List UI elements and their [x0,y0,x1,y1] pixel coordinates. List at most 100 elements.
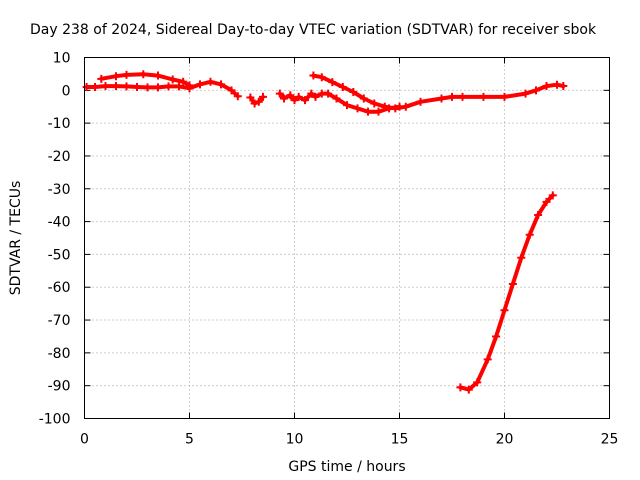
data-point [448,92,456,101]
data-point [259,92,267,101]
data-point [143,83,152,92]
data-point [328,78,337,87]
data-point [294,92,303,101]
y-tick-label: -30 [48,182,71,198]
data-point [456,383,465,392]
series-track-a [84,79,240,99]
data-point [280,94,288,103]
data-point [290,96,299,105]
plot-frame [84,57,610,419]
data-point [542,82,551,91]
chart-title: Day 238 of 2024, Sidereal Day-to-day VTE… [30,22,597,38]
y-tick-label: -90 [48,379,71,395]
data-point [548,191,557,200]
data-point [233,92,242,101]
data-point [112,72,120,81]
data-point [542,197,551,206]
data-point [250,99,259,108]
data-point [91,83,99,92]
data-point [349,87,358,96]
data-point [380,102,389,111]
y-tick-label: -60 [48,280,71,296]
data-point [416,97,425,106]
data-series [82,70,568,394]
data-point [139,70,148,79]
x-tick-label: 25 [601,432,619,448]
data-point [492,332,501,341]
data-point [374,107,383,116]
x-axis-label: GPS time / hours [288,459,405,475]
data-point [458,92,467,101]
data-point [164,82,173,91]
data-point [353,104,362,113]
data-point [154,71,162,80]
y-tick-label: -10 [48,116,71,132]
data-point [500,306,509,315]
x-tick-label: 5 [185,432,194,448]
data-point [286,91,295,100]
data-point [343,101,351,110]
data-point [391,104,400,113]
data-point [483,355,492,364]
x-tick-label: 10 [286,432,304,448]
y-axis-label: SDTVAR / TECUs [8,181,24,296]
data-point [154,83,162,92]
data-point [324,89,333,98]
data-point [275,89,284,98]
x-tick-label: 15 [391,432,409,448]
data-point [179,77,188,86]
y-tick-label: -40 [48,215,71,231]
data-point [309,71,318,80]
grid [84,57,610,419]
y-tick-label: -100 [39,412,71,428]
data-point [82,83,91,92]
data-point [525,230,534,239]
data-point [370,99,379,108]
data-point [500,92,509,101]
axis-ticks: 10 0 -10 -20 -30 -40 -50 -60 -70 -80 -90 -100 0 5 10 15… [39,51,619,448]
data-point [359,94,368,103]
data-point [185,81,194,90]
data-point [307,89,316,98]
data-point [301,96,309,105]
data-point [168,75,177,84]
data-point [122,82,131,91]
y-tick-label: 10 [53,51,71,67]
data-point [246,93,255,102]
data-point [97,74,106,83]
y-tick-label: -50 [48,247,71,263]
y-tick-label: 0 [62,83,71,99]
data-point [206,77,215,86]
series-track-f [458,193,555,392]
data-point [101,82,110,91]
data-point [553,80,561,89]
data-point [317,73,326,82]
data-point [401,102,410,111]
data-point [534,211,543,220]
data-point [122,70,131,79]
y-tick-label: -20 [48,149,71,165]
data-point [521,89,530,98]
data-point [338,83,347,92]
data-point [517,253,526,262]
data-point [559,82,568,91]
data-point [364,107,372,116]
data-point [112,82,120,91]
data-point [175,82,183,91]
data-point [217,80,225,89]
data-point [227,86,236,95]
data-point [437,94,446,103]
y-tick-label: -80 [48,346,71,362]
y-tick-label: -70 [48,313,71,329]
data-point [473,378,482,387]
x-tick-label: 0 [80,432,89,448]
data-point [332,94,341,103]
data-point [254,97,263,106]
data-point [479,92,488,101]
data-point [508,279,517,288]
data-point [532,86,540,95]
data-point [133,83,141,92]
data-point [464,385,473,394]
x-tick-label: 20 [496,432,514,448]
